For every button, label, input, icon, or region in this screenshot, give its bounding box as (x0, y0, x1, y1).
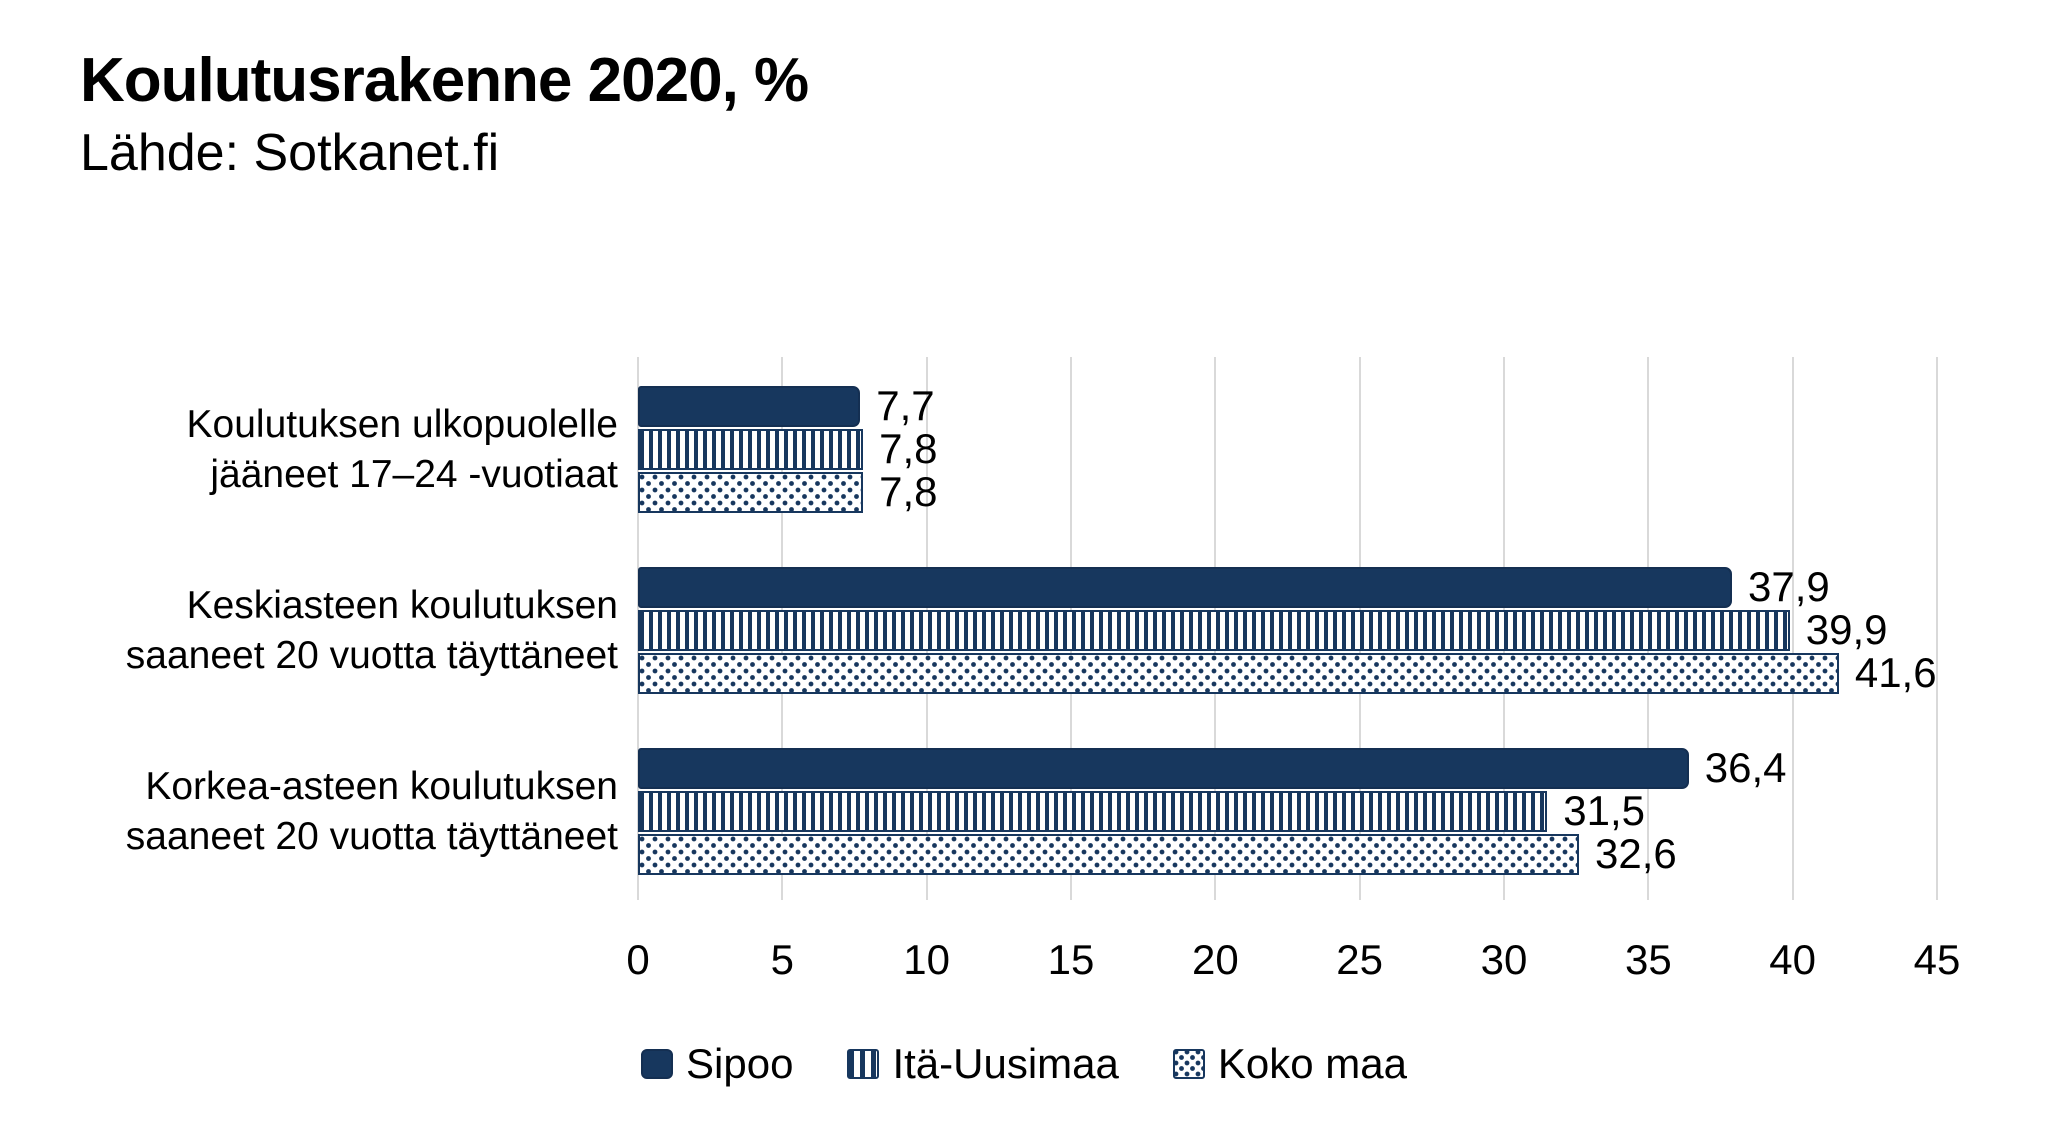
bar-vstripes (638, 429, 864, 470)
x-tick-label: 5 (770, 936, 794, 983)
category-label: Korkea-asteen koulutuksen saaneet 20 vuot… (28, 762, 618, 862)
category-label-line1: Korkea-asteen koulutuksen (145, 765, 618, 808)
legend-marker-solid-icon (641, 1049, 674, 1079)
bar-solid (638, 567, 1733, 608)
category-label-line1: Koulutuksen ulkopuolelle (186, 403, 618, 446)
x-tick-label: 0 (626, 936, 650, 983)
legend-item: Sipoo (641, 1040, 793, 1088)
x-axis: 0 5 10 15 20 25 30 35 40 45 (626, 934, 1960, 994)
category-label-line2: saaneet 20 vuotta täyttäneet (125, 815, 618, 858)
category-label-line2: saaneet 20 vuotta täyttäneet (125, 634, 618, 677)
legend-marker-dots-icon (1172, 1049, 1205, 1079)
value-label: 7,7 (876, 382, 935, 429)
bar-group: 37,9 39,9 41,6 (638, 538, 1937, 719)
x-tick-label: 30 (1480, 936, 1528, 983)
bar-solid (638, 386, 861, 427)
category-label-line2: jääneet 17–24 -vuotiaat (210, 453, 618, 496)
legend-label: Itä-Uusimaa (892, 1040, 1119, 1087)
legend-item: Koko maa (1172, 1040, 1407, 1088)
bar-solid (638, 748, 1689, 789)
category-label: Keskiasteen koulutuksen saaneet 20 vuotta… (28, 581, 618, 681)
bar-dots (638, 653, 1839, 694)
value-label: 36,4 (1704, 744, 1787, 791)
chart-title: Koulutusrakenne 2020, % (80, 46, 809, 115)
bar-group: 7,7 7,8 7,8 (638, 357, 1937, 538)
bar-group: 36,4 31,5 32,6 (638, 719, 1937, 900)
value-label: 31,5 (1563, 787, 1646, 834)
x-tick-label: 45 (1913, 936, 1961, 983)
legend: Sipoo Itä-Uusimaa Koko maa (0, 1040, 2048, 1088)
chart-source: Lähde: Sotkanet.fi (80, 124, 500, 182)
legend-item: Itä-Uusimaa (847, 1040, 1119, 1088)
gridline (1936, 357, 1938, 900)
chart-header: Koulutusrakenne 2020, % Lähde: Sotkanet.… (80, 44, 809, 186)
x-tick-label: 10 (903, 936, 951, 983)
bar-vstripes (638, 791, 1548, 832)
x-tick-label: 20 (1191, 936, 1239, 983)
value-label: 37,9 (1748, 563, 1830, 610)
value-label: 41,6 (1854, 649, 1937, 696)
value-label: 7,8 (879, 468, 938, 515)
gridline (1791, 357, 1794, 900)
value-label: 39,9 (1805, 606, 1888, 653)
legend-label: Sipoo (686, 1040, 794, 1087)
legend-label: Koko maa (1217, 1040, 1407, 1087)
category-label-line1: Keskiasteen koulutuksen (186, 584, 618, 627)
category-label: Koulutuksen ulkopuolelle jääneet 17–24 -v… (28, 400, 618, 500)
value-label: 32,6 (1595, 830, 1677, 877)
bar-vstripes (638, 610, 1790, 651)
bar-dots (638, 834, 1580, 875)
x-tick-label: 35 (1624, 936, 1672, 983)
value-label: 7,8 (879, 425, 938, 472)
legend-marker-vstripes-icon (847, 1049, 880, 1079)
bar-dots (638, 472, 864, 513)
x-tick-label: 40 (1769, 936, 1817, 983)
plot-area: 7,7 7,8 7,8 37,9 39,9 41,6 36,4 31,5 32,6 (637, 357, 1938, 900)
x-tick-label: 15 (1047, 936, 1095, 983)
x-tick-label: 25 (1336, 936, 1384, 983)
